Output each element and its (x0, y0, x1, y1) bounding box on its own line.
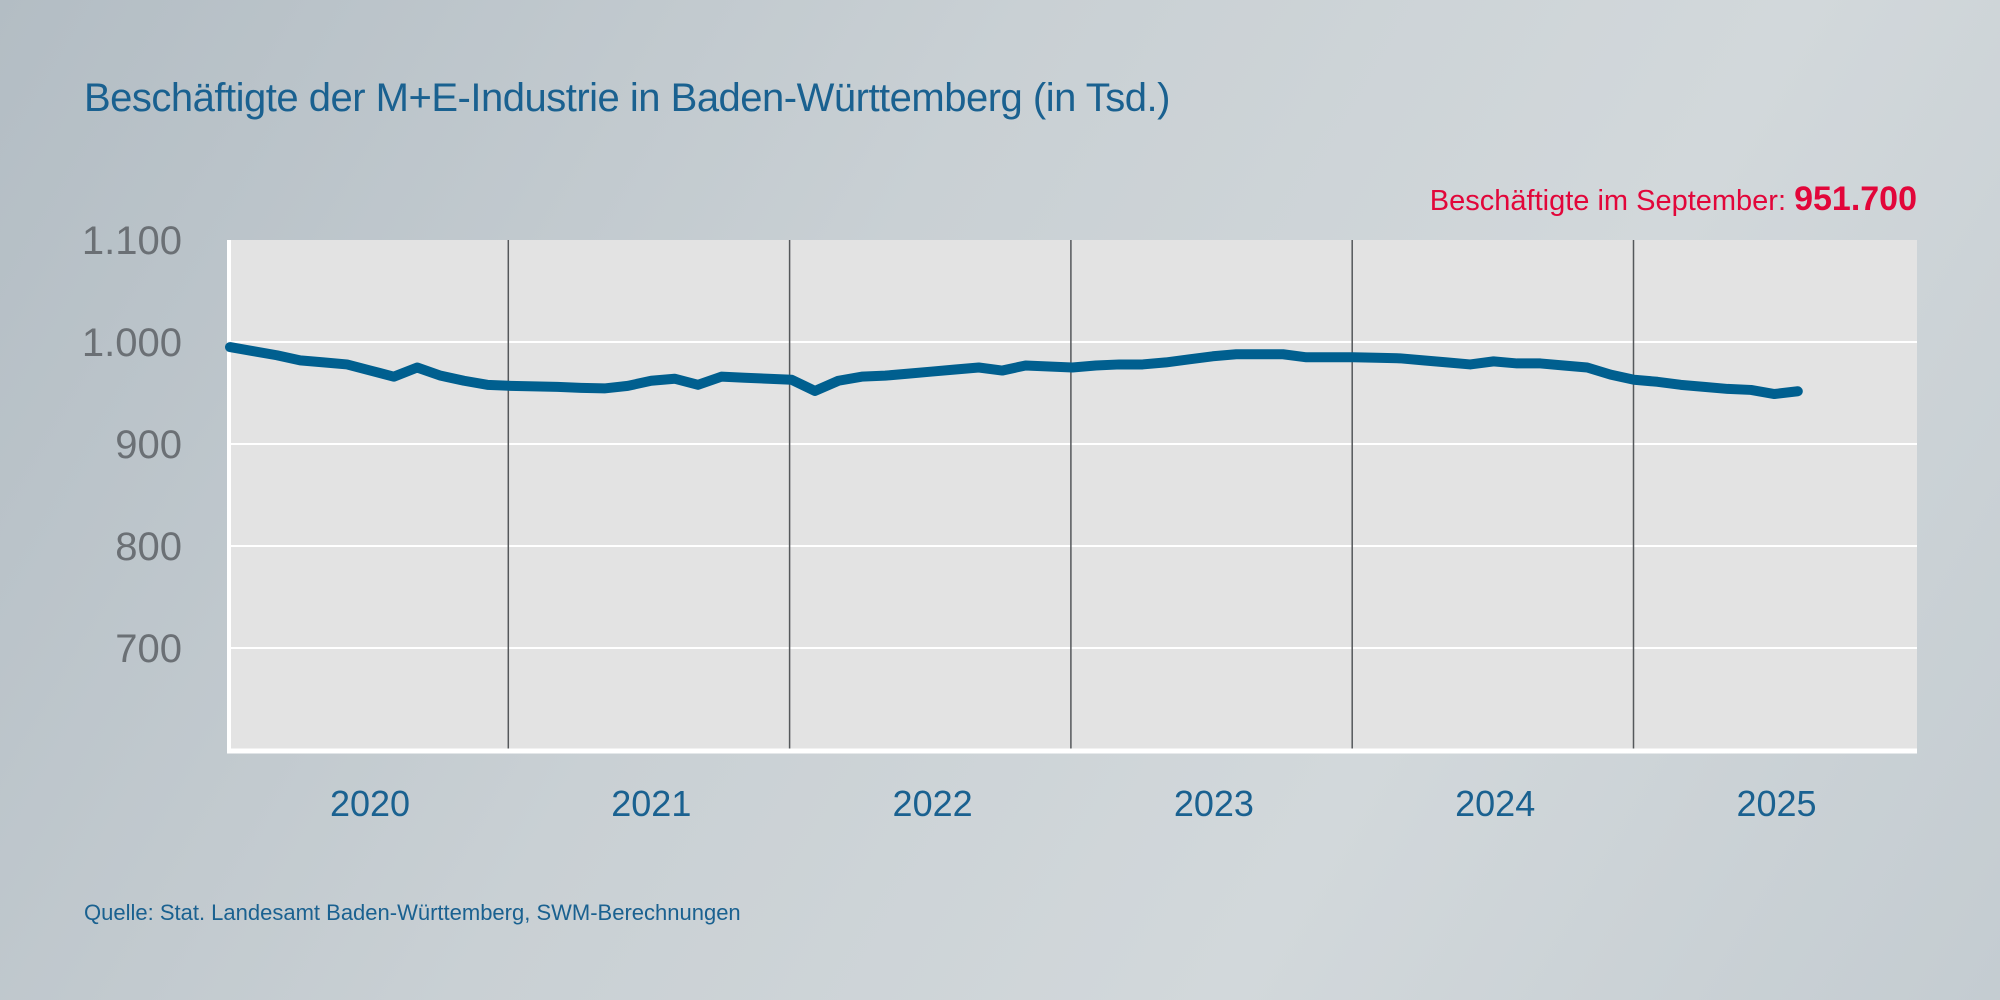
x-tick-label: 2023 (1174, 783, 1254, 824)
source-note: Quelle: Stat. Landesamt Baden-Württember… (84, 900, 741, 925)
annotation-value: 951.700 (1794, 180, 1917, 218)
annotation-label: Beschäftigte im September: (1429, 185, 1787, 217)
plot-area (227, 240, 1917, 750)
x-tick-label: 2020 (330, 783, 410, 824)
y-tick-label: 700 (115, 627, 182, 671)
y-tick-label: 900 (115, 423, 182, 467)
x-tick-label: 2021 (611, 783, 691, 824)
series-line (225, 342, 1803, 400)
x-tick-label: 2024 (1455, 783, 1535, 824)
september-annotation: Beschäftigte im September: 951.700 (1430, 180, 1917, 219)
y-tick-label: 1.100 (82, 219, 182, 263)
y-tick-label: 1.000 (82, 321, 182, 365)
chart-title: Beschäftigte der M+E-Industrie in Baden-… (84, 76, 1170, 120)
x-tick-label: 2022 (893, 783, 973, 824)
x-tick-label: 2025 (1736, 783, 1816, 824)
y-tick-label: 800 (115, 525, 182, 569)
